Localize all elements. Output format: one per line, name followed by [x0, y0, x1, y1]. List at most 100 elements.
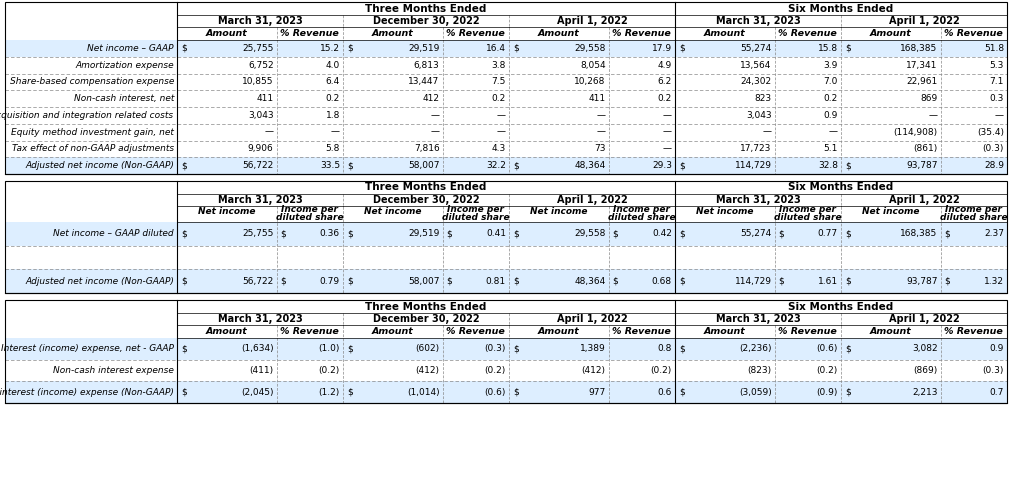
Bar	[5, 300, 1006, 403]
Text: April 1, 2022: April 1, 2022	[556, 314, 627, 324]
Text: $: $	[513, 229, 519, 239]
Text: $: $	[280, 229, 286, 239]
Text: 114,729: 114,729	[734, 277, 770, 286]
Text: 7,816: 7,816	[413, 144, 439, 153]
Text: % Revenue: % Revenue	[777, 327, 836, 336]
Text: 7.1: 7.1	[989, 77, 1003, 86]
Text: 168,385: 168,385	[900, 44, 936, 53]
Text: Amount: Amount	[704, 29, 745, 38]
Bar	[5, 2, 1006, 174]
Text: $: $	[678, 277, 684, 286]
Text: 6,813: 6,813	[413, 61, 439, 69]
Text: 411: 411	[587, 94, 605, 103]
Text: 168,385: 168,385	[900, 229, 936, 239]
Text: —: —	[994, 111, 1003, 120]
Text: % Revenue: % Revenue	[280, 327, 339, 336]
Text: March 31, 2023: March 31, 2023	[217, 16, 302, 26]
Text: 7.0: 7.0	[823, 77, 837, 86]
Text: —: —	[496, 111, 506, 120]
Text: (3,059): (3,059)	[738, 388, 770, 397]
Text: diluted share: diluted share	[608, 212, 675, 222]
Text: 5.3: 5.3	[989, 61, 1003, 69]
Text: 9,906: 9,906	[248, 144, 273, 153]
Text: $: $	[678, 388, 684, 397]
Text: Amount: Amount	[205, 29, 248, 38]
Text: 0.2: 0.2	[491, 94, 506, 103]
Text: Amount: Amount	[538, 327, 579, 336]
Text: Six Months Ended: Six Months Ended	[788, 302, 893, 311]
Text: 0.2: 0.2	[657, 94, 671, 103]
Text: % Revenue: % Revenue	[777, 29, 836, 38]
Text: 29,519: 29,519	[407, 44, 439, 53]
Text: 823: 823	[754, 94, 770, 103]
Text: Income per: Income per	[613, 205, 669, 214]
Text: 73: 73	[593, 144, 605, 153]
Text: (1.0): (1.0)	[318, 344, 340, 353]
Text: (114,908): (114,908)	[893, 127, 936, 136]
Text: 4.0: 4.0	[326, 61, 340, 69]
Text: Interest (income) expense, net - GAAP: Interest (income) expense, net - GAAP	[1, 344, 174, 353]
Text: 0.41: 0.41	[485, 229, 506, 239]
Text: $: $	[280, 277, 286, 286]
Text: 977: 977	[587, 388, 605, 397]
Text: March 31, 2023: March 31, 2023	[715, 195, 800, 205]
Text: April 1, 2022: April 1, 2022	[556, 16, 627, 26]
Text: Adjusted net income (Non-GAAP): Adjusted net income (Non-GAAP)	[25, 161, 174, 170]
Text: Non-cash interest, net: Non-cash interest, net	[74, 94, 174, 103]
Text: $: $	[446, 277, 452, 286]
Text: (0.9): (0.9)	[816, 388, 837, 397]
Text: April 1, 2022: April 1, 2022	[888, 314, 958, 324]
Bar	[5, 222, 1006, 246]
Text: (0.3): (0.3)	[484, 344, 506, 353]
Text: —: —	[762, 127, 770, 136]
Text: $: $	[612, 277, 618, 286]
Text: 2.37: 2.37	[983, 229, 1003, 239]
Text: 0.79: 0.79	[319, 277, 340, 286]
Text: 32.2: 32.2	[485, 161, 506, 170]
Text: Net income – GAAP diluted: Net income – GAAP diluted	[54, 229, 174, 239]
Text: 13,447: 13,447	[408, 77, 439, 86]
Text: 28.9: 28.9	[983, 161, 1003, 170]
Text: —: —	[662, 111, 671, 120]
Text: % Revenue: % Revenue	[446, 29, 504, 38]
Bar	[5, 40, 1006, 57]
Text: 17,723: 17,723	[739, 144, 770, 153]
Text: 93,787: 93,787	[905, 161, 936, 170]
Text: $: $	[513, 44, 519, 53]
Text: diluted share: diluted share	[773, 212, 841, 222]
Text: 22,961: 22,961	[906, 77, 936, 86]
Text: 6,752: 6,752	[248, 61, 273, 69]
Text: 0.81: 0.81	[485, 277, 506, 286]
Text: Six Months Ended: Six Months Ended	[788, 3, 893, 13]
Text: —: —	[430, 111, 439, 120]
Text: $: $	[181, 344, 187, 353]
Text: December 30, 2022: December 30, 2022	[372, 195, 479, 205]
Text: Equity method investment gain, net: Equity method investment gain, net	[11, 127, 174, 136]
Text: Amortization expense: Amortization expense	[75, 61, 174, 69]
Text: % Revenue: % Revenue	[612, 327, 670, 336]
Text: 5.1: 5.1	[823, 144, 837, 153]
Text: —: —	[331, 127, 340, 136]
Text: $: $	[513, 277, 519, 286]
Text: 4.9: 4.9	[657, 61, 671, 69]
Text: Income per: Income per	[447, 205, 503, 214]
Text: 48,364: 48,364	[574, 161, 605, 170]
Text: (412): (412)	[416, 366, 439, 375]
Text: $: $	[777, 229, 784, 239]
Text: 6.2: 6.2	[657, 77, 671, 86]
Text: March 31, 2023: March 31, 2023	[217, 314, 302, 324]
Text: Amount: Amount	[372, 29, 413, 38]
Text: $: $	[181, 161, 187, 170]
Text: $: $	[347, 344, 353, 353]
Text: diluted share: diluted share	[939, 212, 1007, 222]
Text: $: $	[678, 229, 684, 239]
Text: $: $	[347, 388, 353, 397]
Text: Income per: Income per	[778, 205, 835, 214]
Text: 6.4: 6.4	[326, 77, 340, 86]
Text: 29.3: 29.3	[651, 161, 671, 170]
Text: $: $	[181, 44, 187, 53]
Text: March 31, 2023: March 31, 2023	[217, 195, 302, 205]
Text: April 1, 2022: April 1, 2022	[556, 195, 627, 205]
Text: (2,045): (2,045)	[241, 388, 273, 397]
Text: 1.61: 1.61	[817, 277, 837, 286]
